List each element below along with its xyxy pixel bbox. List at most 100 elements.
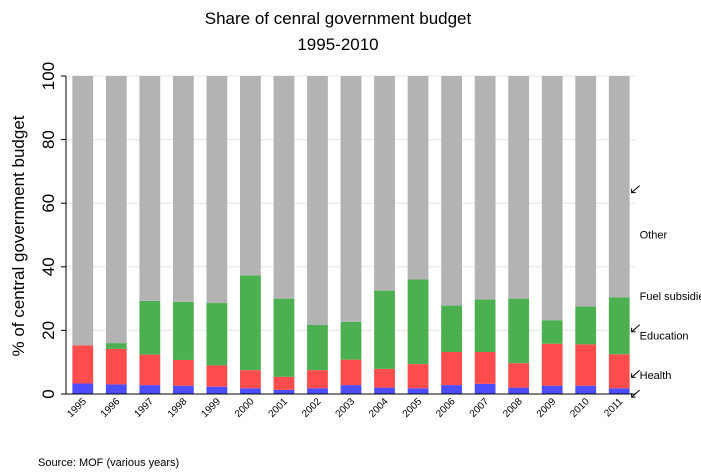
bar-segment-education [307,370,328,389]
y-tick-label: 40 [39,257,58,276]
x-tick-label: 2005 [401,396,425,420]
bar-segment-fuel-subsidies [374,290,395,369]
bar-segment-fuel-subsidies [441,305,462,353]
y-axis-label: % of central government budget [9,115,28,356]
legend-arrow [631,185,640,194]
y-tick-label: 0 [39,389,58,398]
x-tick-label: 2001 [267,396,291,420]
x-tick-label: 1997 [132,396,156,420]
bar-segment-other [307,76,328,325]
legend-label: Fuel subsidies [640,291,701,303]
bar-segment-other [240,76,261,276]
legend-arrowhead [631,188,636,194]
bar-segment-health [307,388,328,394]
bar-segment-fuel-subsidies [508,298,530,364]
bar-segment-fuel-subsidies [575,306,597,345]
bar-segment-education [273,376,295,390]
bar-segment-health [240,388,261,394]
source-note: Source: MOF (various years) [38,457,179,469]
bar-segment-fuel-subsidies [206,303,228,366]
bar-segment-other [508,76,530,299]
x-tick-label: 2002 [300,396,324,420]
x-tick-label: 2004 [367,396,391,420]
bar-segment-health [608,388,630,394]
bar-segment-fuel-subsidies [240,275,261,371]
bar-segment-education [340,359,362,386]
x-tick-label: 2007 [468,396,492,420]
bar-segment-health [374,387,395,394]
bar-segment-health [407,388,429,394]
bar-segment-other [407,76,429,280]
bar-segment-other [441,76,462,306]
bar-segment-fuel-subsidies [139,300,161,355]
y-tick-label: 20 [39,321,58,340]
bar-segment-health [508,387,530,394]
bar-segment-education [139,354,161,386]
bar-segment-health [72,383,94,394]
bar-segment-education [206,365,228,387]
bar-segment-education [407,364,429,389]
legend-label: Education [640,330,689,342]
bar-segment-fuel-subsidies [273,298,295,377]
bar-segment-health [206,386,228,394]
bar-segment-fuel-subsidies [307,324,328,371]
chart-title: Share of cenral government budget [205,9,472,28]
legend-arrowhead [631,327,636,333]
legend-arrow [631,389,640,398]
bar-segment-health [541,385,563,394]
bar-segment-education [374,368,395,388]
bar-segment-fuel-subsidies [172,301,194,360]
x-tick-label: 2006 [434,396,458,420]
bar-segment-other [575,76,597,307]
bar-segment-fuel-subsidies [541,320,563,344]
legend: Other Fuel subsidies Education Health [631,185,701,398]
bar-segment-fuel-subsidies [474,299,496,353]
y-tick-label: 100 [39,62,58,90]
bar-segment-health [172,385,194,394]
x-tick-label: 2011 [602,396,625,419]
bar-segment-other [72,76,94,346]
bar-segment-other [206,76,228,304]
legend-arrowhead [631,393,636,398]
bar-segment-health [273,389,295,394]
chart-subtitle: 1995-2010 [297,35,378,54]
x-tick-label: 1998 [166,396,190,420]
bar-segment-education [72,345,94,384]
x-tick-label: 2003 [334,396,358,420]
bar-segment-education [474,352,496,384]
bar-segment-education [240,370,261,389]
bar-segment-health [575,385,597,394]
bar-segment-fuel-subsidies [608,297,630,355]
y-tick-label: 80 [39,130,58,149]
bar-segment-education [172,359,194,386]
bar-segment-health [474,383,496,394]
x-tick-label: 2000 [233,396,257,420]
bar-segment-other [105,76,127,344]
legend-arrow [631,369,640,378]
legend-arrowhead [631,373,636,378]
x-tick-label: 2009 [535,396,559,420]
bar-segment-education [541,343,563,386]
x-tick-label: 1995 [65,396,89,420]
bar-segment-fuel-subsidies [105,343,127,349]
bar-segment-other [608,76,630,298]
bar-segment-education [575,344,597,386]
bar-segment-other [541,76,563,321]
legend-label: Other [640,230,668,242]
bar-segment-health [139,385,161,394]
x-tick-label: 2008 [501,396,525,420]
legend-arrow [631,324,640,333]
x-tick-label: 1996 [99,396,123,420]
bar-segment-other [139,76,161,301]
bar-segment-education [441,352,462,386]
x-tick-label: 2010 [568,396,592,420]
bar-segment-health [340,385,362,394]
bars [72,76,630,394]
bar-segment-other [273,76,295,299]
bar-segment-other [374,76,395,291]
x-tick-label: 1999 [199,396,223,420]
bar-segment-other [172,76,194,302]
bar-segment-education [608,354,630,389]
